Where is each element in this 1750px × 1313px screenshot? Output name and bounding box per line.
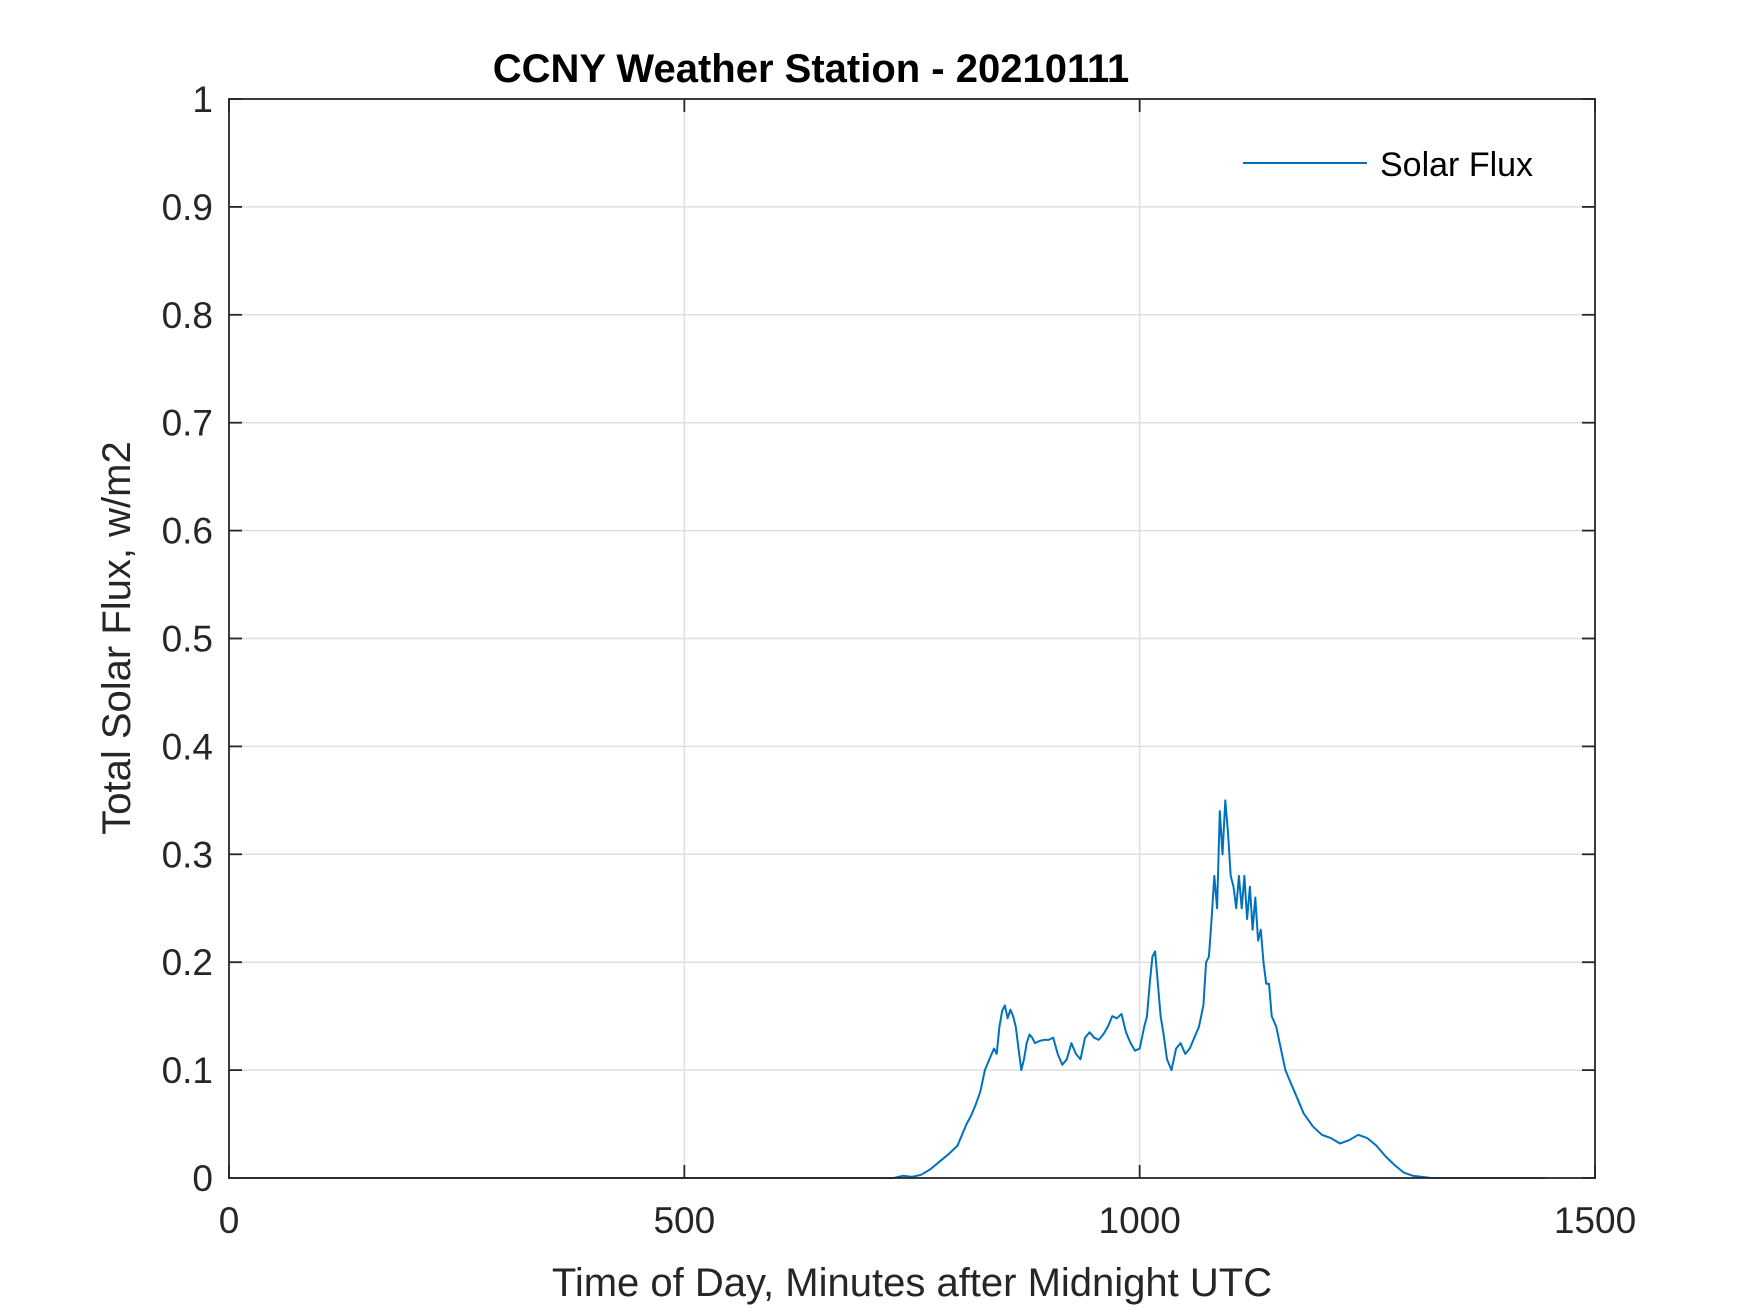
- x-tick-label: 500: [653, 1200, 715, 1241]
- chart-title: CCNY Weather Station - 20210111: [493, 47, 1130, 91]
- legend-label-solar-flux: Solar Flux: [1380, 146, 1533, 184]
- y-tick-label: 0.4: [162, 726, 213, 767]
- y-tick-label: 0.1: [162, 1050, 213, 1091]
- y-tick-label: 0.8: [162, 295, 213, 336]
- legend: Solar Flux: [1243, 146, 1533, 184]
- y-tick-label: 0.6: [162, 511, 213, 552]
- y-tick-label: 0.5: [162, 619, 213, 660]
- series-line-solar-flux: [229, 799, 1545, 1179]
- axes-box: [228, 98, 1596, 1179]
- y-tick-label: 0.7: [162, 403, 213, 444]
- x-tick-label: 0: [219, 1200, 240, 1241]
- grid: [229, 99, 1595, 1178]
- tick-labels: 0 500 1000 1500 0 0.1 0.2 0.3 0.4 0.5 0.6 0.7 0.8 0.9…: [162, 79, 1637, 1241]
- x-tick-label: 1500: [1554, 1200, 1636, 1241]
- series-layer: [229, 799, 1545, 1179]
- y-tick-label: 0.9: [162, 187, 213, 228]
- y-axis-label: Total Solar Flux, w/m2: [95, 441, 139, 834]
- y-tick-label: 0.3: [162, 834, 213, 875]
- y-tick-label: 0: [192, 1158, 213, 1199]
- y-tick-label: 1: [192, 79, 213, 120]
- x-tick-label: 1000: [1099, 1200, 1181, 1241]
- x-axis-label: Time of Day, Minutes after Midnight UTC: [552, 1261, 1272, 1305]
- y-tick-label: 0.2: [162, 942, 213, 983]
